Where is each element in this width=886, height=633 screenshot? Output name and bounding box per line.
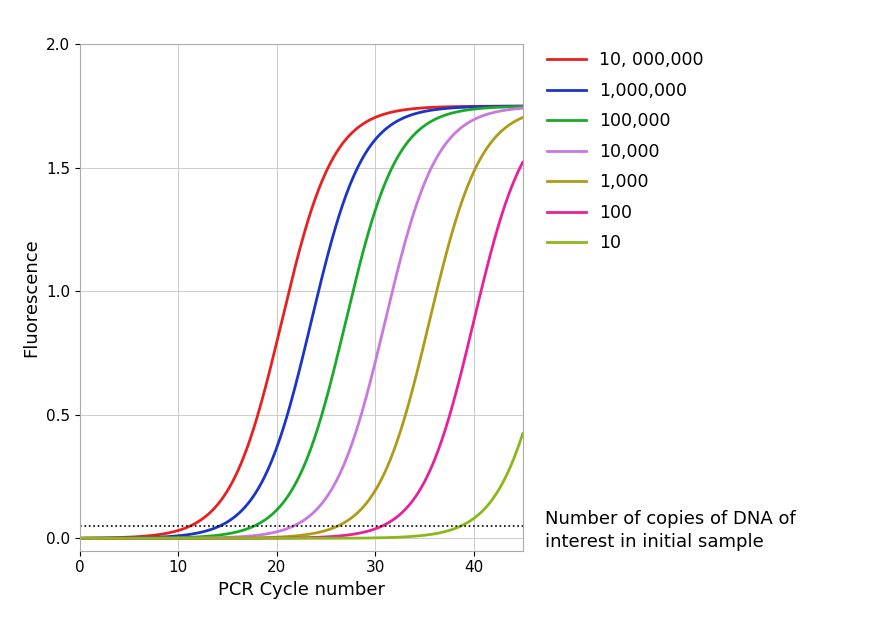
Line: 100,000: 100,000 — [80, 106, 523, 538]
Text: Number of copies of DNA of
interest in initial sample: Number of copies of DNA of interest in i… — [545, 510, 796, 551]
X-axis label: PCR Cycle number: PCR Cycle number — [218, 581, 385, 599]
10,000 — [315, 503, 325, 510]
1,000 — [438, 263, 448, 270]
10, 000,000 — [338, 139, 349, 146]
1,000 — [74, 534, 85, 542]
100 — [315, 534, 325, 541]
10,000 — [338, 462, 349, 470]
10, 000,000 — [438, 103, 448, 111]
10,000 — [287, 523, 298, 530]
Line: 1,000,000: 1,000,000 — [80, 106, 523, 538]
1,000,000 — [287, 392, 298, 399]
1,000,000 — [74, 534, 85, 542]
Line: 100: 100 — [80, 162, 523, 538]
10, 000,000 — [507, 103, 517, 110]
10 — [287, 534, 298, 542]
100 — [338, 532, 349, 539]
100 — [517, 158, 528, 166]
1,000,000 — [517, 103, 528, 110]
100 — [284, 534, 295, 542]
10,000 — [284, 523, 295, 531]
100,000 — [287, 485, 298, 492]
10, 000,000 — [284, 283, 295, 291]
100,000 — [517, 103, 528, 110]
100,000 — [438, 112, 448, 120]
1,000,000 — [507, 103, 517, 110]
100,000 — [338, 327, 349, 335]
1,000 — [338, 519, 349, 527]
10 — [74, 534, 85, 542]
100,000 — [284, 489, 295, 496]
100 — [438, 433, 448, 441]
100,000 — [74, 534, 85, 542]
Y-axis label: Fluorescence: Fluorescence — [22, 238, 41, 357]
10, 000,000 — [315, 184, 325, 191]
100,000 — [507, 103, 517, 111]
10,000 — [507, 106, 517, 113]
10 — [315, 534, 325, 542]
1,000 — [287, 532, 298, 540]
Line: 10,000: 10,000 — [80, 108, 523, 538]
1,000 — [507, 119, 517, 127]
10, 000,000 — [74, 534, 85, 542]
1,000 — [284, 532, 295, 540]
1,000,000 — [338, 199, 349, 206]
10 — [338, 534, 349, 542]
10 — [517, 430, 528, 437]
10, 000,000 — [287, 272, 298, 280]
100 — [287, 534, 298, 542]
10,000 — [74, 534, 85, 542]
1,000 — [517, 114, 528, 122]
Line: 1,000: 1,000 — [80, 118, 523, 538]
10,000 — [438, 144, 448, 152]
Legend: 10, 000,000, 1,000,000, 100,000, 10,000, 1,000, 100, 10: 10, 000,000, 1,000,000, 100,000, 10,000,… — [540, 44, 711, 259]
10 — [507, 459, 517, 467]
1,000 — [315, 529, 325, 536]
100,000 — [315, 419, 325, 427]
10 — [284, 534, 295, 542]
100 — [74, 534, 85, 542]
10,000 — [517, 104, 528, 112]
Line: 10: 10 — [80, 434, 523, 538]
1,000,000 — [315, 284, 325, 291]
1,000,000 — [284, 401, 295, 409]
Line: 10, 000,000: 10, 000,000 — [80, 106, 523, 538]
10, 000,000 — [517, 103, 528, 110]
1,000,000 — [438, 105, 448, 113]
10 — [438, 529, 448, 536]
100 — [507, 182, 517, 189]
